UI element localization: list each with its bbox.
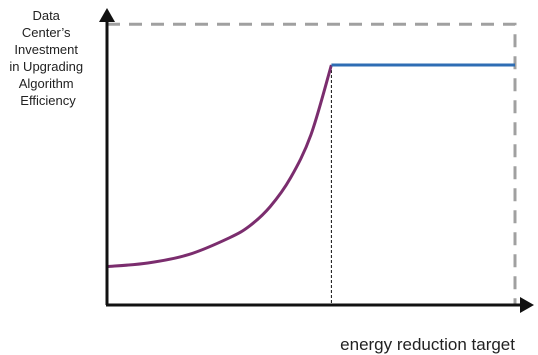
- series-layer: [106, 63, 515, 269]
- y-label-line: in Upgrading: [9, 59, 83, 74]
- y-axis-label: Data Center’s Investment in Upgrading Al…: [9, 8, 86, 108]
- series-line-1: [106, 64, 333, 269]
- x-axis-label: energy reduction target: [340, 335, 515, 354]
- x-axis-arrowhead: [520, 297, 534, 313]
- y-label-line: Data: [32, 8, 60, 23]
- y-label-line: Center’s: [22, 25, 71, 40]
- y-label-line: Efficiency: [20, 93, 76, 108]
- boundary-layer: [107, 22, 517, 305]
- y-label-line: Investment: [14, 42, 78, 57]
- axes-layer: [99, 8, 534, 313]
- boundary-dashed-line: [107, 22, 517, 305]
- y-axis-arrowhead: [99, 8, 115, 22]
- y-label-line: Algorithm: [19, 76, 74, 91]
